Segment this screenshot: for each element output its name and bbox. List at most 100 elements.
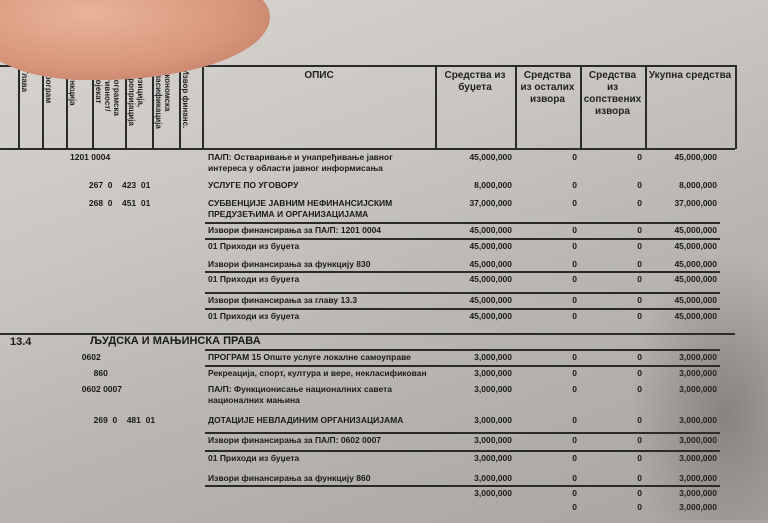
amount-cell: 0	[572, 368, 642, 378]
header-bottom-border	[0, 148, 735, 150]
column-divider	[580, 65, 582, 149]
row-codes: 13.4	[10, 336, 32, 348]
amount-cell: 3,000,000	[647, 502, 717, 512]
opis-header: ОПИС	[304, 70, 334, 81]
amount-cell: 0	[637, 180, 642, 190]
row-description: 01 Приходи из буџета	[208, 241, 300, 251]
row-divider	[205, 485, 720, 487]
amount-cell: 3,000,000	[474, 488, 512, 498]
amount-cell: 45,000,000	[674, 225, 717, 235]
row-codes: 269 0 481 01	[70, 415, 156, 425]
row-divider	[205, 308, 720, 310]
column-divider	[179, 65, 181, 149]
row-description: ПА/П: Остваривање и унапређивање јавног …	[208, 152, 393, 173]
column-divider	[645, 65, 647, 149]
amount-cell: 0	[572, 384, 642, 394]
shadow	[628, 250, 768, 520]
column-divider	[92, 65, 94, 149]
row-description: 01 Приходи из буџета	[208, 453, 300, 463]
row-description: ПРОГРАМ 15 Опште услуге локалне самоупра…	[208, 352, 411, 362]
column-header-vertical: Економска класификација	[154, 69, 172, 129]
amount-cell: 0	[572, 435, 577, 445]
amount-cell: 3,000,000	[647, 453, 717, 463]
amount-cell: 3,000,000	[647, 384, 717, 394]
column-header-vertical: Извор финанс.	[181, 69, 190, 129]
row-description: СУБВЕНЦИЈЕ ЈАВНИМ НЕФИНАНСИЈСКИМ ПРЕДУЗЕ…	[208, 198, 393, 219]
row-description: ПА/П: Функционисање националних савета н…	[208, 384, 393, 405]
amount-cell: 0	[572, 295, 642, 305]
amount-cell: 0	[572, 198, 577, 208]
row-description: 01 Приходи из буџета	[208, 311, 300, 321]
amount-cell: 45,000,000	[647, 295, 717, 305]
column-header-vertical: Програмска активност/ Пројекат	[94, 69, 121, 116]
amount-cell: 0	[572, 384, 577, 394]
amount-cell: 3,000,000	[647, 415, 717, 425]
amount-cell: 0	[572, 259, 577, 269]
amount-cell: 0	[572, 368, 577, 378]
row-divider	[205, 450, 720, 452]
amount-cell: 0	[572, 453, 642, 463]
row-codes: 0602 0007	[70, 384, 122, 394]
amount-cell: 3,000,000	[647, 473, 717, 483]
row-divider	[205, 271, 720, 273]
amount-cell: 0	[572, 415, 642, 425]
row-divider	[205, 432, 720, 434]
amount-cell: 45,000,000	[674, 152, 717, 162]
amount-cell: 0	[637, 241, 642, 251]
amount-cell: 3,000,000	[647, 488, 717, 498]
row-description: Извори финансирања за главу 13.3	[208, 295, 358, 305]
row-codes: 267 0 423 01	[70, 180, 151, 190]
amount-cell: 37,000,000	[469, 198, 512, 208]
row-divider	[205, 238, 720, 240]
amount-column-header: Средства из осталих извора	[520, 70, 575, 105]
header-top-border	[0, 65, 735, 67]
amount-cell: 45,000,000	[647, 274, 717, 284]
column-header-vertical: Програм	[44, 69, 53, 104]
amount-cell: 3,000,000	[474, 352, 512, 362]
row-description: Извори финансирања за функцију 830	[208, 259, 371, 269]
amount-cell: 0	[572, 311, 642, 321]
amount-cell: 0	[572, 225, 577, 235]
amount-cell: 0	[572, 502, 642, 512]
amount-cell: 3,000,000	[474, 473, 512, 483]
amount-cell: 45,000,000	[469, 225, 512, 235]
amount-cell: 0	[572, 259, 642, 269]
amount-cell: 45,000,000	[647, 311, 717, 321]
column-header-vertical: Раздео	[0, 69, 1, 147]
amount-cell: 3,000,000	[474, 384, 512, 394]
amount-cell: 45,000,000	[647, 259, 717, 269]
amount-cell: 37,000,000	[674, 198, 717, 208]
amount-cell: 0	[572, 488, 577, 498]
amount-column-header: Средства из буџета	[444, 70, 506, 93]
amount-cell: 0	[572, 415, 577, 425]
amount-cell: 45,000,000	[469, 295, 512, 305]
amount-cell: 0	[572, 453, 577, 463]
amount-cell: 8,000,000	[679, 180, 717, 190]
row-description: ДОТАЦИЈЕ НЕВЛАДИНИМ ОРГАНИЗАЦИЈАМА	[208, 415, 404, 425]
amount-cell: 3,000,000	[474, 415, 512, 425]
row-description: Извори финансирања за ПА/П: 0602 0007	[208, 435, 382, 445]
amount-cell: 0	[572, 473, 642, 483]
amount-cell: 0	[637, 198, 642, 208]
column-divider	[735, 65, 737, 149]
row-codes: 0602	[70, 352, 101, 362]
column-divider	[18, 65, 20, 149]
row-description: ЉУДСКА И МАЊИНСКА ПРАВА	[90, 335, 261, 347]
row-divider	[205, 349, 720, 351]
row-description: Извори финансирања за ПА/П: 1201 0004	[208, 225, 382, 235]
amount-cell: 3,000,000	[474, 435, 512, 445]
column-divider	[125, 65, 127, 149]
amount-cell: 0	[572, 473, 577, 483]
amount-cell: 45,000,000	[674, 241, 717, 251]
column-divider	[42, 65, 44, 149]
column-divider	[152, 65, 154, 149]
row-divider	[205, 365, 720, 367]
amount-cell: 0	[572, 352, 577, 362]
amount-cell: 3,000,000	[647, 352, 717, 362]
row-divider	[0, 333, 735, 335]
column-divider	[66, 65, 68, 149]
column-divider	[435, 65, 437, 149]
amount-cell: 0	[572, 241, 577, 251]
amount-column-header: Укупна средства	[648, 70, 732, 81]
